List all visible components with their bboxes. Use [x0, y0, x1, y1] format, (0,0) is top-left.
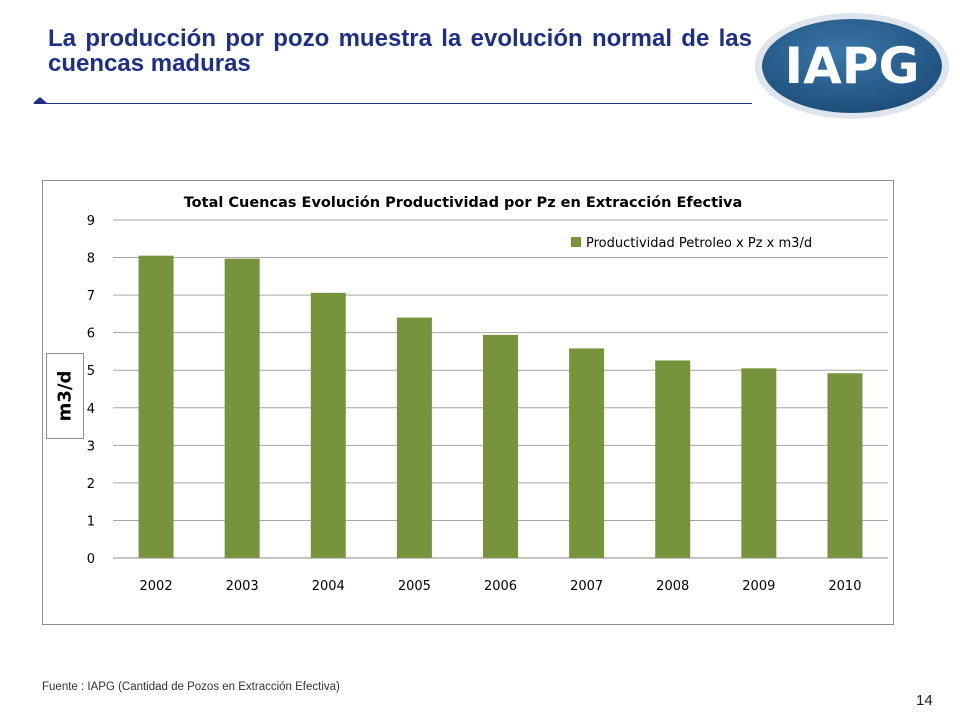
y-tick-label: 3: [87, 439, 95, 454]
y-tick-label: 2: [87, 477, 95, 492]
bar-2005: [396, 317, 432, 558]
x-tick-label: 2010: [828, 579, 861, 594]
x-tick-label: 2004: [312, 579, 345, 594]
x-tick-label: 2003: [226, 579, 259, 594]
bar-2008: [655, 360, 691, 558]
y-tick-label: 1: [87, 514, 95, 529]
title-underline: [34, 103, 752, 104]
source-note: Fuente : IAPG (Cantidad de Pozos en Extr…: [42, 681, 340, 693]
y-axis-label: m3/d: [54, 370, 76, 422]
x-axis-ticks: 2002 2003 2004 2005 2006 2007 2008 2009 2010: [140, 579, 862, 594]
iapg-logo: IAPG: [755, 13, 949, 119]
y-tick-label: 5: [87, 364, 95, 379]
legend-swatch: [571, 237, 581, 247]
slide-title: La producción por pozo muestra la evoluc…: [48, 25, 752, 77]
x-tick-label: 2008: [656, 579, 689, 594]
chart-title: Total Cuencas Evolución Productividad po…: [184, 195, 743, 211]
y-tick-label: 7: [87, 289, 95, 304]
bars: [138, 255, 863, 558]
y-tick-label: 6: [87, 327, 95, 342]
legend-label: Productividad Petroleo x Pz x m3/d: [586, 236, 812, 251]
chart-frame: Total Cuencas Evolución Productividad po…: [42, 180, 894, 625]
bar-2006: [483, 334, 518, 558]
logo-text: IAPG: [785, 37, 920, 95]
y-tick-label: 9: [87, 214, 95, 229]
bar-2007: [569, 348, 605, 558]
bar-2002: [138, 255, 174, 558]
logo-ellipse: [762, 19, 942, 113]
x-tick-label: 2005: [398, 579, 431, 594]
y-tick-label: 8: [87, 252, 95, 267]
y-tick-label: 4: [87, 402, 95, 417]
bar-2003: [224, 258, 260, 558]
x-tick-label: 2007: [570, 579, 603, 594]
y-tick-label: 0: [87, 552, 95, 567]
page-number: 14: [916, 692, 933, 709]
y-axis-label-box: m3/d: [46, 353, 84, 439]
bar-2009: [741, 368, 777, 558]
bar-2010: [827, 373, 863, 558]
x-tick-label: 2006: [484, 579, 517, 594]
bar-chart: Total Cuencas Evolución Productividad po…: [87, 195, 888, 594]
x-tick-label: 2002: [140, 579, 173, 594]
y-axis-ticks: 0 1 2 3 4 5 6 7 8 9: [87, 214, 95, 567]
bar-2004: [310, 292, 346, 558]
title-marker-triangle: [33, 97, 47, 103]
x-tick-label: 2009: [742, 579, 775, 594]
legend: Productividad Petroleo x Pz x m3/d: [571, 236, 812, 251]
